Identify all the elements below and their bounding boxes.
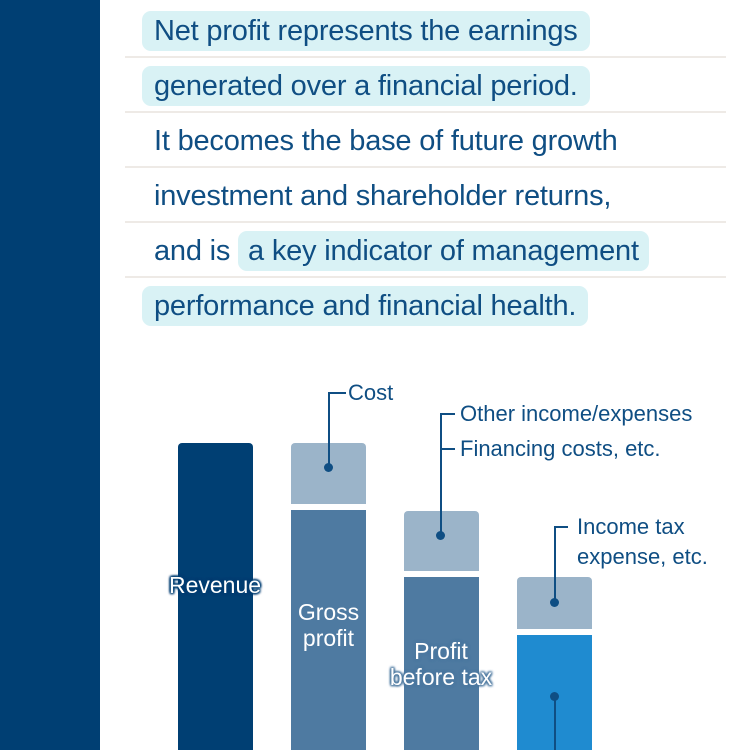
label-line: expense, etc. <box>577 544 708 569</box>
highlight: generated over a financial period. <box>142 66 590 106</box>
leader-line <box>440 448 455 450</box>
leader-dot <box>550 598 559 607</box>
leader-dot <box>436 531 445 540</box>
highlight: performance and financial health. <box>142 286 589 326</box>
text-line-3: It becomes the base of future growth <box>125 113 726 168</box>
bar-profit-before-tax <box>404 577 479 750</box>
text-line-5: and is a key indicator of management <box>125 223 726 278</box>
annotation-income-tax: Income tax expense, etc. <box>577 512 708 572</box>
label-revenue: Revenue <box>168 572 262 598</box>
label-line: Gross <box>297 599 360 625</box>
leader-line <box>554 526 556 602</box>
highlight: a key indicator of management <box>238 231 649 271</box>
leader-line <box>440 413 442 535</box>
label-line: before tax <box>389 664 493 690</box>
label-line: Income tax <box>577 514 685 539</box>
leader-dot <box>324 463 333 472</box>
leader-line <box>328 392 330 467</box>
text-line-1: Net profit represents the earnings <box>125 3 726 58</box>
text-line-4: investment and shareholder returns, <box>125 168 726 223</box>
bar-gross-profit <box>291 510 366 750</box>
label-line: profit <box>302 625 355 651</box>
divider <box>125 221 726 223</box>
highlight: Net profit represents the earnings <box>142 11 590 51</box>
annotation-financing-costs: Financing costs, etc. <box>460 436 661 461</box>
label-profit-before-tax: Profit before tax <box>366 638 516 690</box>
leader-line <box>554 526 568 528</box>
leader-line <box>440 413 455 415</box>
annotation-cost: Cost <box>348 380 394 405</box>
text-line-2: generated over a financial period. <box>125 58 726 113</box>
label-line: Profit <box>414 638 468 664</box>
bar-revenue <box>178 443 253 750</box>
divider <box>125 276 726 278</box>
text: investment and shareholder returns, <box>154 180 612 212</box>
divider <box>125 56 726 58</box>
divider <box>125 111 726 113</box>
text: and is <box>154 235 239 267</box>
annotation-other-income: Other income/expenses <box>460 401 693 426</box>
text: It becomes the base of future growth <box>154 125 618 157</box>
divider <box>125 166 726 168</box>
sidebar <box>0 0 100 750</box>
label-gross-profit: Gross profit <box>286 599 371 651</box>
text-line-6: performance and financial health. <box>125 278 726 333</box>
leader-line <box>328 392 346 394</box>
leader-line <box>554 696 556 750</box>
